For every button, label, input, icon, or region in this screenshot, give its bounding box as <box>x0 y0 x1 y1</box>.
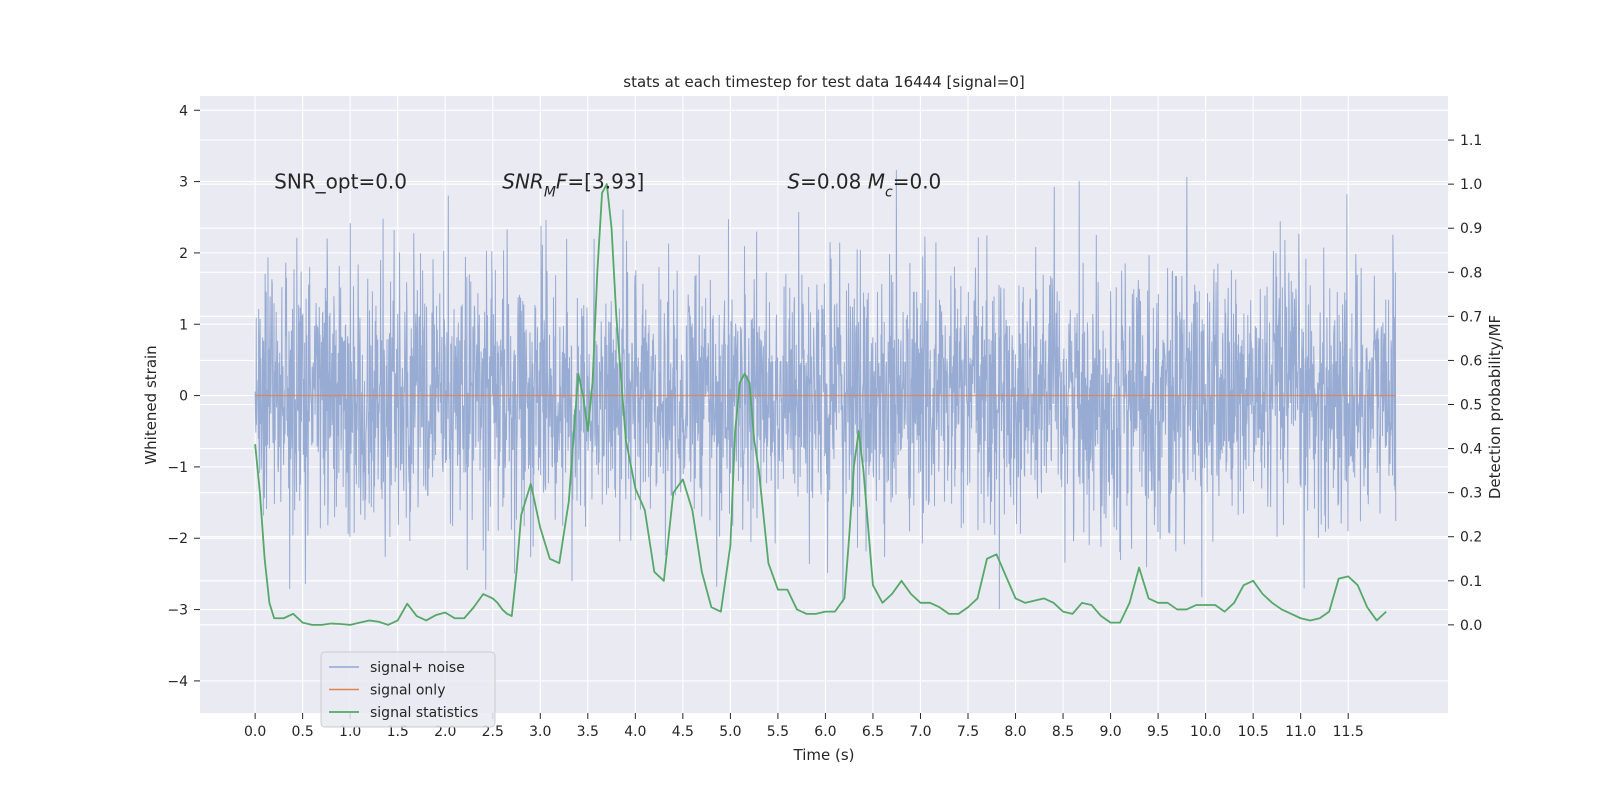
x-tick-label: 4.5 <box>672 724 694 740</box>
x-tick-label: 5.0 <box>719 724 741 740</box>
x-tick-label: 8.0 <box>1004 724 1026 740</box>
x-tick-label: 4.0 <box>624 724 646 740</box>
y-left-tick-label: −1 <box>167 460 188 476</box>
y-axis-right-title: Detection probability/MF <box>1486 315 1504 499</box>
x-tick-label: 7.0 <box>909 724 931 740</box>
x-tick-label: 3.0 <box>529 724 551 740</box>
y-right-tick-label: 1.1 <box>1460 133 1482 149</box>
legend: signal+ noise signal only signal statistic… <box>320 651 496 728</box>
x-tick-label: 3.5 <box>577 724 599 740</box>
y-right-tick-label: 0.4 <box>1460 442 1482 458</box>
x-tick-label: 2.5 <box>482 724 504 740</box>
y-right-tick-label: 0.8 <box>1460 265 1482 281</box>
y-left-tick-label: −2 <box>167 531 188 547</box>
y-left-tick-label: 4 <box>179 103 188 119</box>
x-axis-title: Time (s) <box>793 746 855 764</box>
x-tick-label: 10.0 <box>1190 724 1221 740</box>
x-tick-label: 1.5 <box>387 724 409 740</box>
x-tick-label: 10.5 <box>1238 724 1269 740</box>
x-tick-label: 11.5 <box>1333 724 1364 740</box>
x-tick-label: 9.0 <box>1099 724 1121 740</box>
stat-annotation: SNR_opt=0.0 <box>274 170 407 194</box>
chart-title: stats at each timestep for test data 164… <box>623 73 1024 91</box>
y-right-tick-label: 0.9 <box>1460 221 1482 237</box>
x-tick-label: 1.0 <box>339 724 361 740</box>
series-signal-statistics <box>254 183 1387 626</box>
series-signal-noise <box>254 169 1397 610</box>
y-right-tick-label: 0.2 <box>1460 530 1482 546</box>
stat-annotation: SNRMF=[3.93] <box>502 170 644 201</box>
y-left-tick-label: 1 <box>179 317 188 333</box>
x-tick-label: 7.5 <box>957 724 979 740</box>
y-axis-left-title: Whitened strain <box>142 345 160 464</box>
y-left-tick-label: −4 <box>167 674 188 690</box>
x-tick-label: 6.5 <box>862 724 884 740</box>
y-left-tick-label: 3 <box>179 175 188 191</box>
legend-box <box>320 651 496 728</box>
y-right-tick-label: 0.1 <box>1460 574 1482 590</box>
y-left-tick-label: −3 <box>167 603 188 619</box>
axes: 0.0 0.5 1.0 1.5 2.0 2.5 3.0 3.5 4.0 4.5 5.0 5.5 6.0 6… <box>167 103 1482 740</box>
x-tick-label: 11.0 <box>1285 724 1316 740</box>
y-left-tick-label: 2 <box>179 246 188 262</box>
x-tick-label: 8.5 <box>1052 724 1074 740</box>
signal-noise-line <box>254 169 1397 610</box>
annotations: SNR_opt=0.0 SNRMF=[3.93] S=0.08 Mc=0.0 <box>274 170 941 201</box>
x-tick-label: 0.5 <box>292 724 314 740</box>
x-tick-label: 5.5 <box>767 724 789 740</box>
legend-label: signal statistics <box>370 705 478 721</box>
y-right-tick-label: 0.0 <box>1460 618 1482 634</box>
y-right-tick-label: 0.7 <box>1460 309 1482 325</box>
y-right-tick-label: 0.6 <box>1460 353 1482 369</box>
x-tick-label: 2.0 <box>434 724 456 740</box>
legend-label: signal+ noise <box>370 660 465 676</box>
x-tick-label: 6.0 <box>814 724 836 740</box>
y-right-tick-label: 0.3 <box>1460 486 1482 502</box>
y-left-tick-label: 0 <box>179 389 188 405</box>
legend-label: signal only <box>370 683 445 699</box>
y-right-tick-label: 1.0 <box>1460 177 1482 193</box>
stat-annotation: S=0.08 Mc=0.0 <box>787 170 941 201</box>
signal-statistics-line <box>254 183 1387 626</box>
y-right-tick-label: 0.5 <box>1460 398 1482 414</box>
x-tick-label: 0.0 <box>244 724 266 740</box>
x-tick-label: 9.5 <box>1147 724 1169 740</box>
